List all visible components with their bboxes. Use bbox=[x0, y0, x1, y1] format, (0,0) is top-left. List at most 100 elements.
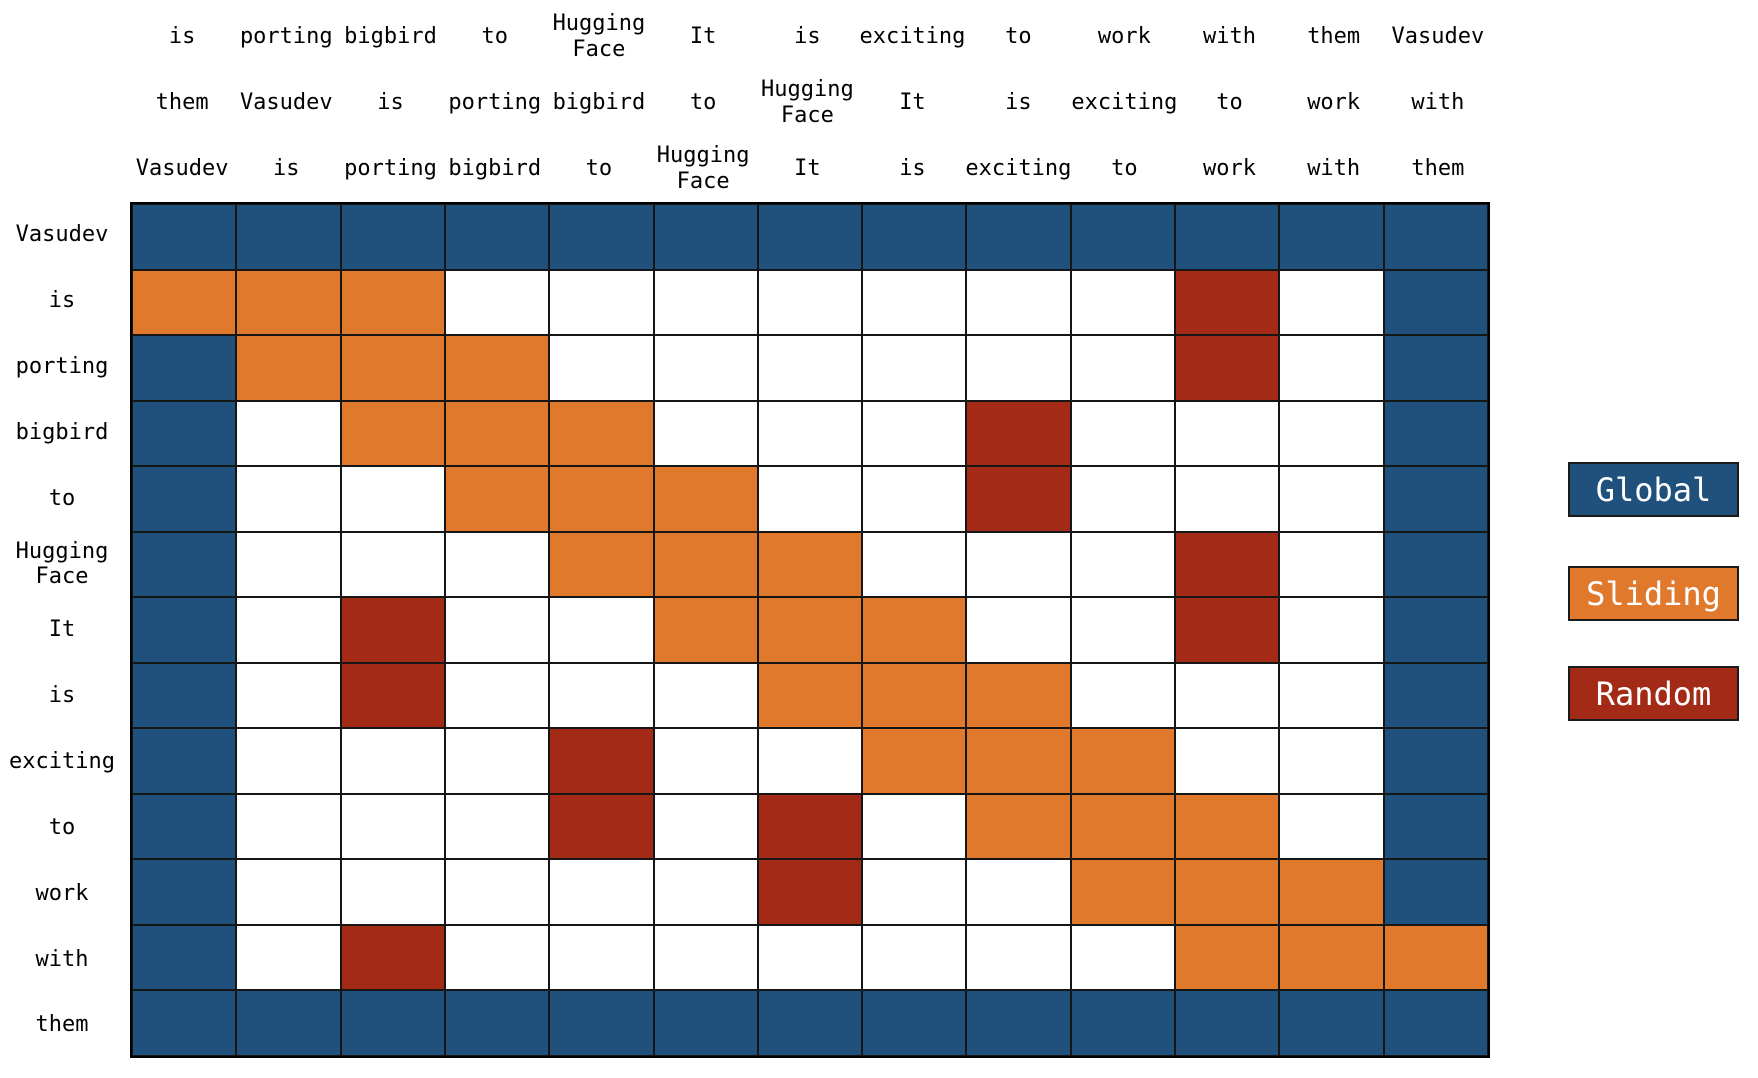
attention-cell-r3-c3-sliding bbox=[444, 400, 550, 467]
attention-cell-r2-c2-sliding bbox=[340, 335, 445, 401]
attention-cell-r10-c6-random bbox=[757, 859, 863, 925]
attention-cell-r5-c9-none bbox=[1070, 531, 1176, 598]
attention-cell-r12-c0-global bbox=[132, 990, 237, 1056]
row-label-4: bigbird bbox=[15, 419, 109, 445]
attention-cell-r12-c3-global bbox=[444, 990, 550, 1056]
attention-cell-r0-c5-global bbox=[653, 204, 758, 270]
attention-cell-r0-c10-global bbox=[1175, 204, 1280, 270]
col-header-r2-c13: with bbox=[1411, 89, 1465, 115]
col-header-r2-c2: Vasudev bbox=[239, 89, 333, 115]
row-label-12: with bbox=[35, 946, 89, 972]
attention-cell-r6-c7-sliding bbox=[862, 597, 967, 663]
col-header-r2-c11: to bbox=[1216, 89, 1243, 115]
col-header-r3-c12: with bbox=[1307, 155, 1361, 181]
row-label-7: It bbox=[48, 617, 76, 643]
col-header-r1-c9: to bbox=[1005, 23, 1032, 49]
col-header-r2-c8: It bbox=[899, 89, 926, 115]
row-label-1: Vasudev bbox=[15, 222, 109, 248]
attention-cell-r10-c0-global bbox=[132, 859, 237, 925]
attention-cell-r7-c9-none bbox=[1070, 662, 1176, 729]
attention-cell-r6-c10-random bbox=[1175, 597, 1280, 663]
row-label-13: them bbox=[35, 1012, 89, 1038]
attention-cell-r5-c3-none bbox=[444, 531, 550, 598]
attention-cell-r3-c8-random bbox=[966, 400, 1071, 467]
attention-cell-r7-c5-none bbox=[653, 662, 758, 729]
attention-cell-r0-c6-global bbox=[757, 204, 863, 270]
attention-cell-r9-c9-sliding bbox=[1070, 793, 1176, 860]
row-label-3: porting bbox=[15, 353, 109, 379]
legend-item-global: Global bbox=[1568, 462, 1739, 517]
attention-cell-r10-c5-none bbox=[653, 859, 758, 925]
attention-cell-r4-c2-none bbox=[340, 466, 445, 532]
attention-cell-r9-c4-random bbox=[549, 793, 654, 860]
attention-cell-r5-c1-none bbox=[236, 531, 341, 598]
attention-cell-r7-c2-random bbox=[340, 662, 445, 729]
attention-cell-r1-c11-none bbox=[1279, 269, 1384, 336]
col-header-r2-c3: is bbox=[377, 89, 404, 115]
attention-cell-r7-c1-none bbox=[236, 662, 341, 729]
attention-cell-r2-c3-sliding bbox=[444, 335, 550, 401]
col-header-r3-c11: work bbox=[1202, 155, 1256, 181]
attention-cell-r6-c8-none bbox=[966, 597, 1071, 663]
attention-cell-r2-c4-none bbox=[549, 335, 654, 401]
attention-cell-r3-c5-none bbox=[653, 400, 758, 467]
col-header-r3-c3: porting bbox=[344, 155, 437, 181]
col-header-r3-c6: Hugging Face bbox=[656, 142, 750, 194]
attention-cell-r1-c4-none bbox=[549, 269, 654, 336]
attention-cell-r12-c4-global bbox=[549, 990, 654, 1056]
col-header-r1-c7: is bbox=[794, 23, 821, 49]
attention-cell-r11-c0-global bbox=[132, 924, 237, 991]
col-header-r1-c3: bigbird bbox=[344, 23, 437, 49]
attention-cell-r7-c12-global bbox=[1383, 662, 1488, 729]
attention-cell-r0-c12-global bbox=[1383, 204, 1488, 270]
row-label-5: to bbox=[48, 485, 76, 511]
attention-cell-r11-c8-none bbox=[966, 924, 1071, 991]
attention-cell-r0-c9-global bbox=[1070, 204, 1176, 270]
col-header-r2-c7: Hugging Face bbox=[760, 76, 854, 128]
attention-cell-r10-c1-none bbox=[236, 859, 341, 925]
attention-cell-r9-c7-none bbox=[862, 793, 967, 860]
attention-cell-r1-c7-none bbox=[862, 269, 967, 336]
attention-cell-r8-c8-sliding bbox=[966, 728, 1071, 794]
attention-cell-r7-c10-none bbox=[1175, 662, 1280, 729]
col-header-r2-c1: them bbox=[155, 89, 209, 115]
attention-cell-r10-c11-sliding bbox=[1279, 859, 1384, 925]
attention-cell-r12-c11-global bbox=[1279, 990, 1384, 1056]
attention-cell-r11-c10-sliding bbox=[1175, 924, 1280, 991]
attention-cell-r7-c11-none bbox=[1279, 662, 1384, 729]
row-label-8: is bbox=[48, 683, 76, 709]
attention-cell-r5-c5-sliding bbox=[653, 531, 758, 598]
attention-cell-r11-c6-none bbox=[757, 924, 863, 991]
attention-cell-r9-c5-none bbox=[653, 793, 758, 860]
attention-cell-r5-c11-none bbox=[1279, 531, 1384, 598]
attention-cell-r2-c1-sliding bbox=[236, 335, 341, 401]
attention-cell-r7-c7-sliding bbox=[862, 662, 967, 729]
col-header-r1-c6: It bbox=[689, 23, 717, 49]
attention-cell-r8-c7-sliding bbox=[862, 728, 967, 794]
attention-cell-r4-c5-sliding bbox=[653, 466, 758, 532]
attention-cell-r4-c0-global bbox=[132, 466, 237, 532]
attention-cell-r12-c2-global bbox=[340, 990, 445, 1056]
col-header-r1-c5: Hugging Face bbox=[552, 10, 646, 62]
col-header-r1-c10: work bbox=[1097, 23, 1151, 49]
col-header-r1-c2: porting bbox=[239, 23, 333, 49]
attention-cell-r6-c0-global bbox=[132, 597, 237, 663]
attention-cell-r6-c1-none bbox=[236, 597, 341, 663]
attention-cell-r7-c6-sliding bbox=[757, 662, 863, 729]
attention-cell-r3-c1-none bbox=[236, 400, 341, 467]
attention-cell-r8-c9-sliding bbox=[1070, 728, 1176, 794]
attention-cell-r10-c7-none bbox=[862, 859, 967, 925]
attention-cell-r2-c7-none bbox=[862, 335, 967, 401]
attention-cell-r9-c8-sliding bbox=[966, 793, 1071, 860]
attention-cell-r1-c6-none bbox=[757, 269, 863, 336]
row-labels: Vasudev is porting bigbird to Hugging Face It i… bbox=[0, 202, 124, 1058]
col-header-r2-c4: porting bbox=[448, 89, 542, 115]
attention-cell-r8-c3-none bbox=[444, 728, 550, 794]
attention-cell-r10-c9-sliding bbox=[1070, 859, 1176, 925]
attention-cell-r11-c4-none bbox=[549, 924, 654, 991]
attention-cell-r10-c12-global bbox=[1383, 859, 1488, 925]
attention-cell-r0-c8-global bbox=[966, 204, 1071, 270]
attention-cell-r4-c10-none bbox=[1175, 466, 1280, 532]
attention-cell-r0-c1-global bbox=[236, 204, 341, 270]
